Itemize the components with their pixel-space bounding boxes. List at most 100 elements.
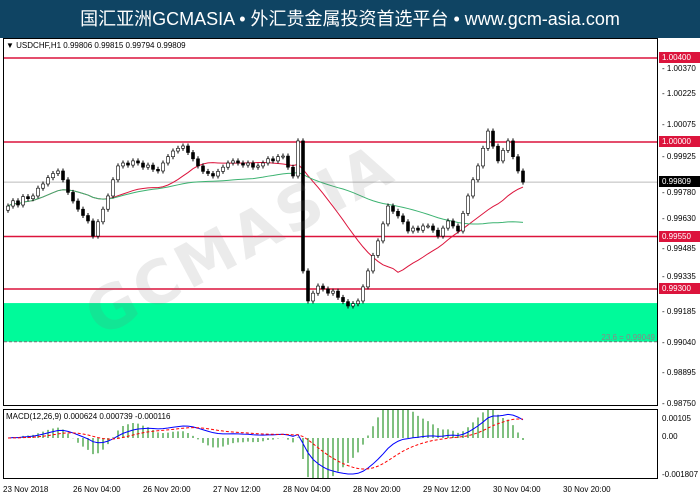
candle-body [376,240,380,256]
macd-panel[interactable]: MACD(12,26,9) 0.000624 0.000739 -0.00011… [3,409,658,479]
fib-label: 23.6 = 0.99049 [601,333,655,342]
time-tick: 26 Nov 04:00 [73,485,121,494]
price-tick: - 0.99780 [662,188,696,198]
candle-body [216,171,220,177]
price-plot [4,57,657,343]
current-price-tag: 0.99809 [659,176,700,188]
candle-body [81,208,85,216]
candle-body [286,155,290,168]
candle-body [76,200,80,210]
time-tick: 30 Nov 20:00 [563,485,611,494]
candle-body [181,145,185,149]
candle-body [106,195,110,210]
candle-body [211,173,215,177]
candle-body [301,140,305,272]
candle-body [431,225,435,231]
time-tick: 23 Nov 2018 [3,485,49,494]
candle-body [196,158,200,167]
candle-body [66,179,70,193]
symbol-ohlc: USDCHF,H1 0.99806 0.99815 0.99794 0.9980… [16,41,186,50]
candle-body [41,183,45,189]
level-tag: 1.00400 [659,52,700,63]
candle-body [186,145,190,153]
candle-body [491,130,495,147]
macd-label: MACD(12,26,9) 0.000624 0.000739 -0.00011… [6,412,171,421]
dropdown-triangle-icon[interactable]: ▼ [6,41,14,50]
candle-body [461,213,465,232]
candle-body [271,158,275,162]
candle-body [91,220,95,237]
price-chart[interactable]: GCMASIA ▼ USDCHF,H1 0.99806 0.99815 0.99… [3,38,658,406]
candle-body [96,221,100,237]
candle-body [126,162,130,166]
candle-body [486,130,490,149]
macd-tick: -0.001807 [662,470,699,479]
candle-body [131,160,135,166]
candle-body [401,215,405,223]
price-tick: - 0.99485 [662,244,696,254]
candle-body [416,227,420,231]
candle-body [361,286,365,302]
candle-body [521,170,525,183]
candle-body [466,195,470,214]
candle-body [31,195,35,200]
candle-body [471,179,475,197]
candle-body [321,285,325,290]
price-tick: - 0.99335 [662,272,696,281]
candle-body [341,297,345,302]
price-tick: - 1.00370 [662,64,696,73]
candle-body [511,140,515,157]
candle-body [36,187,40,197]
time-tick: 28 Nov 20:00 [353,485,401,494]
candle-body [151,164,155,170]
candle-body [111,179,115,197]
candle-body [476,165,480,181]
candle-body [201,165,205,172]
candle-body [236,160,240,164]
candle-body [221,166,225,172]
time-tick: 26 Nov 20:00 [143,485,191,494]
candle-body [296,140,300,177]
candle-body [171,150,175,157]
candle-body [516,156,520,172]
candle-body [281,155,285,158]
candle-body [261,162,265,167]
candle-body [311,292,315,302]
candle-body [141,162,145,168]
candle-body [306,270,310,302]
macd-main-line [7,413,524,475]
candle-body [331,290,335,294]
candle-body [11,200,15,207]
candle-body [256,165,260,168]
candle-body [506,140,510,151]
candle-body [351,303,355,307]
price-tick: - 0.99040 [662,337,696,347]
level-tag: 0.99550 [659,230,700,242]
candle-body [116,165,120,181]
level-tag: 0.99300 [659,283,700,294]
time-tick: 28 Nov 04:00 [283,485,331,494]
candle-body [246,162,250,166]
candle-body [161,162,165,172]
candle-body [366,270,370,288]
macd-tick: 0.00105 [662,414,691,423]
ma-fast-line [7,161,524,273]
candle-body [406,221,410,232]
candle-body [446,220,450,229]
ma-slow-line [7,172,524,225]
candle-body [436,229,440,237]
candle-body [146,164,150,168]
candle-body [481,148,485,167]
candle-body [226,162,230,168]
price-tick: - 1.00075 [662,120,696,130]
candle-body [356,300,360,305]
candle-body [21,196,25,206]
macd-signal-line [7,418,524,470]
candle-body [241,162,245,166]
price-tick: - 0.98895 [662,368,696,378]
candle-body [496,145,500,162]
time-tick: 29 Nov 12:00 [423,485,471,494]
level-tag: 1.00000 [659,136,700,147]
candle-body [266,158,270,164]
banner-title: 国汇亚洲GCMASIA • 外汇贵金属投资首选平台 • www.gcm-asia… [0,0,700,38]
